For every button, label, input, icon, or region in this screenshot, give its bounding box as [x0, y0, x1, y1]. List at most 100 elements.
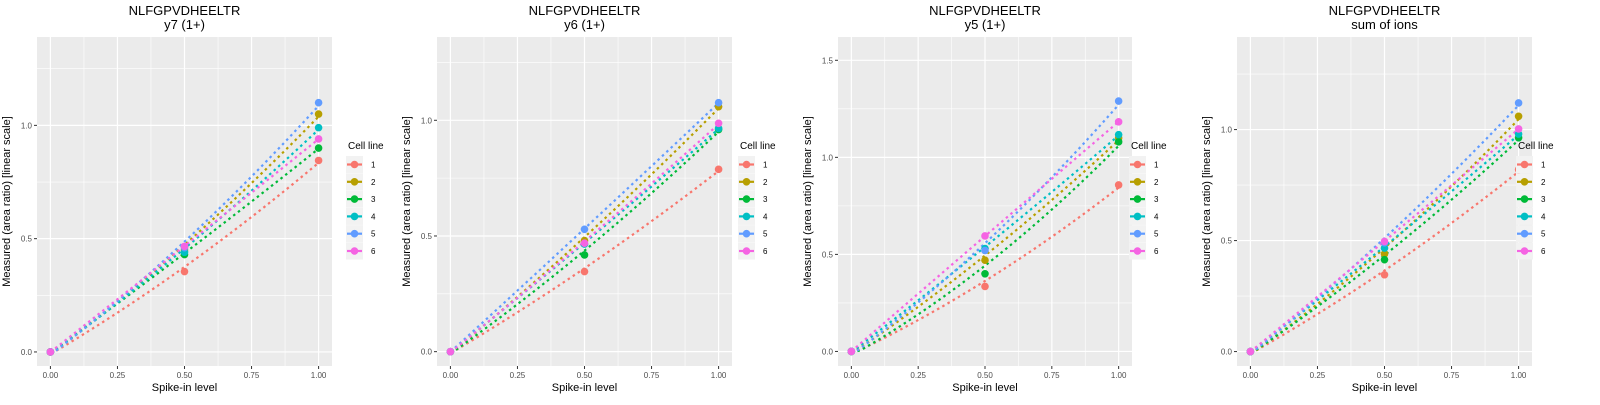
legend-entry-3: 3	[738, 190, 768, 208]
x-tick-label: 0.00	[844, 371, 860, 380]
legend-entry-6: 6	[1516, 242, 1546, 260]
y-tick-label: 1.0	[21, 121, 33, 130]
y-axis-title: Measured (area ratio) [linear scale]	[1201, 116, 1213, 287]
x-tick-label: 0.50	[977, 371, 993, 380]
legend-label: 4	[1541, 212, 1546, 221]
x-tick-label: 0.25	[110, 371, 126, 380]
legend-key-point	[350, 229, 359, 238]
legend-key-point	[1133, 247, 1142, 255]
y-tick-label: 1.5	[822, 56, 834, 65]
legend-key-point	[742, 160, 751, 169]
legend-label: 2	[763, 178, 768, 187]
point-cell-line-5	[314, 98, 323, 107]
fit-line-cell-line-3	[1250, 139, 1520, 353]
chart-title: NLFGPVDHEELTR	[929, 3, 1041, 18]
fit-line-cell-line-4	[449, 128, 720, 353]
legend-label: 1	[1154, 161, 1159, 170]
x-tick-label: 0.75	[1444, 371, 1460, 380]
y-tick-label: 0.0	[421, 348, 433, 357]
legend-label: 1	[1541, 161, 1546, 170]
point-cell-line-5	[1514, 99, 1523, 107]
chart-subtitle: y6 (1+)	[564, 17, 605, 32]
x-tick-label: 0.75	[244, 371, 260, 380]
legend-entry-1: 1	[346, 156, 376, 173]
legend-entry-3: 3	[1516, 190, 1546, 208]
y-tick-label: 1.0	[822, 153, 834, 162]
legend-entry-2: 2	[1129, 173, 1159, 191]
fit-line-cell-line-5	[851, 103, 1120, 353]
legend-entry-2: 2	[1516, 173, 1546, 191]
legend-label: 6	[1154, 247, 1159, 256]
point-cell-line-2	[1514, 112, 1523, 121]
legend-label: 4	[1154, 212, 1159, 221]
point-cell-line-1	[314, 156, 323, 165]
legend-key-point	[742, 195, 751, 203]
legend-entry-3: 3	[346, 190, 376, 208]
point-cell-line-6	[1380, 237, 1389, 246]
x-axis-title: Spike-in level	[552, 382, 617, 394]
chart-subtitle: sum of ions	[1351, 17, 1418, 32]
legend-key-point	[350, 160, 359, 169]
chart-panel-1: 0.00 0.25 0.50 0.75 1.00 0.0 0.5 1.0 Spike-in le…	[1, 3, 384, 394]
legend-entry-5: 5	[1516, 225, 1546, 243]
legend-entry-2: 2	[346, 173, 376, 191]
point-cell-line-6	[314, 135, 323, 143]
legend-label: 1	[371, 161, 376, 170]
x-tick-label: 0.75	[644, 371, 660, 380]
x-tick-label: 0.50	[177, 371, 193, 380]
legend-key-point	[1133, 229, 1142, 238]
x-tick-label: 1.00	[1111, 371, 1127, 380]
legend-key-point	[742, 247, 751, 255]
chart-subtitle: y5 (1+)	[965, 17, 1006, 32]
legend-key-point	[1520, 178, 1529, 186]
point-cell-line-3	[314, 144, 323, 152]
legend-label: 5	[763, 230, 768, 239]
x-tick-label: 1.00	[1511, 371, 1527, 380]
legend: Cell line 1 2 3 4 5 6	[1129, 141, 1167, 260]
legend-label: 3	[1541, 195, 1546, 204]
legend-entry-5: 5	[346, 225, 376, 243]
legend-label: 3	[1154, 195, 1159, 204]
legend-key-point	[350, 212, 359, 221]
point-cell-line-3	[1114, 138, 1123, 146]
x-tick-label: 0.25	[1310, 371, 1326, 380]
legend-label: 6	[371, 247, 376, 256]
x-tick-label: 0.00	[1243, 371, 1259, 380]
fit-line-cell-line-6	[1249, 128, 1520, 353]
legend-key-point	[350, 178, 359, 186]
fit-line-cell-line-1	[1250, 170, 1520, 353]
chart-title: NLFGPVDHEELTR	[529, 3, 641, 18]
legend-key-point	[1133, 212, 1142, 221]
legend-title: Cell line	[348, 141, 384, 152]
legend-key-point	[1133, 178, 1142, 186]
point-cell-line-6	[1246, 347, 1255, 356]
legend-entry-4: 4	[1129, 207, 1159, 225]
fit-line-cell-line-1	[50, 161, 320, 354]
point-cell-line-3	[580, 251, 589, 259]
point-cell-line-6	[847, 347, 856, 356]
legend-key-point	[1520, 195, 1529, 203]
point-cell-line-5	[580, 225, 589, 234]
legend-label: 5	[1541, 230, 1546, 239]
y-tick-label: 0.0	[1221, 348, 1233, 357]
legend-label: 2	[1154, 178, 1159, 187]
point-cell-line-6	[714, 119, 723, 128]
legend-entry-6: 6	[346, 242, 376, 260]
point-cell-line-1	[180, 267, 189, 276]
x-tick-label: 0.75	[1044, 371, 1060, 380]
x-tick-label: 0.50	[1377, 371, 1393, 380]
point-cell-line-1	[981, 282, 989, 291]
y-axis-title: Measured (area ratio) [linear scale]	[1, 116, 13, 287]
legend-key-point	[742, 229, 751, 238]
legend-label: 5	[1154, 230, 1159, 239]
y-tick-label: 0.0	[822, 347, 834, 356]
point-cell-line-1	[580, 267, 589, 276]
chart-panel-4: 0.00 0.25 0.50 0.75 1.00 0.0 0.5 1.0 Spike-in le…	[1201, 3, 1554, 394]
y-tick-label: 0.5	[21, 235, 33, 244]
legend-entry-3: 3	[1129, 190, 1159, 208]
legend-title: Cell line	[1518, 141, 1554, 152]
y-axis-title: Measured (area ratio) [linear scale]	[802, 116, 814, 287]
legend: Cell line 1 2 3 4 5 6	[1516, 141, 1554, 260]
legend-key-point	[350, 195, 359, 203]
legend-label: 5	[371, 230, 376, 239]
